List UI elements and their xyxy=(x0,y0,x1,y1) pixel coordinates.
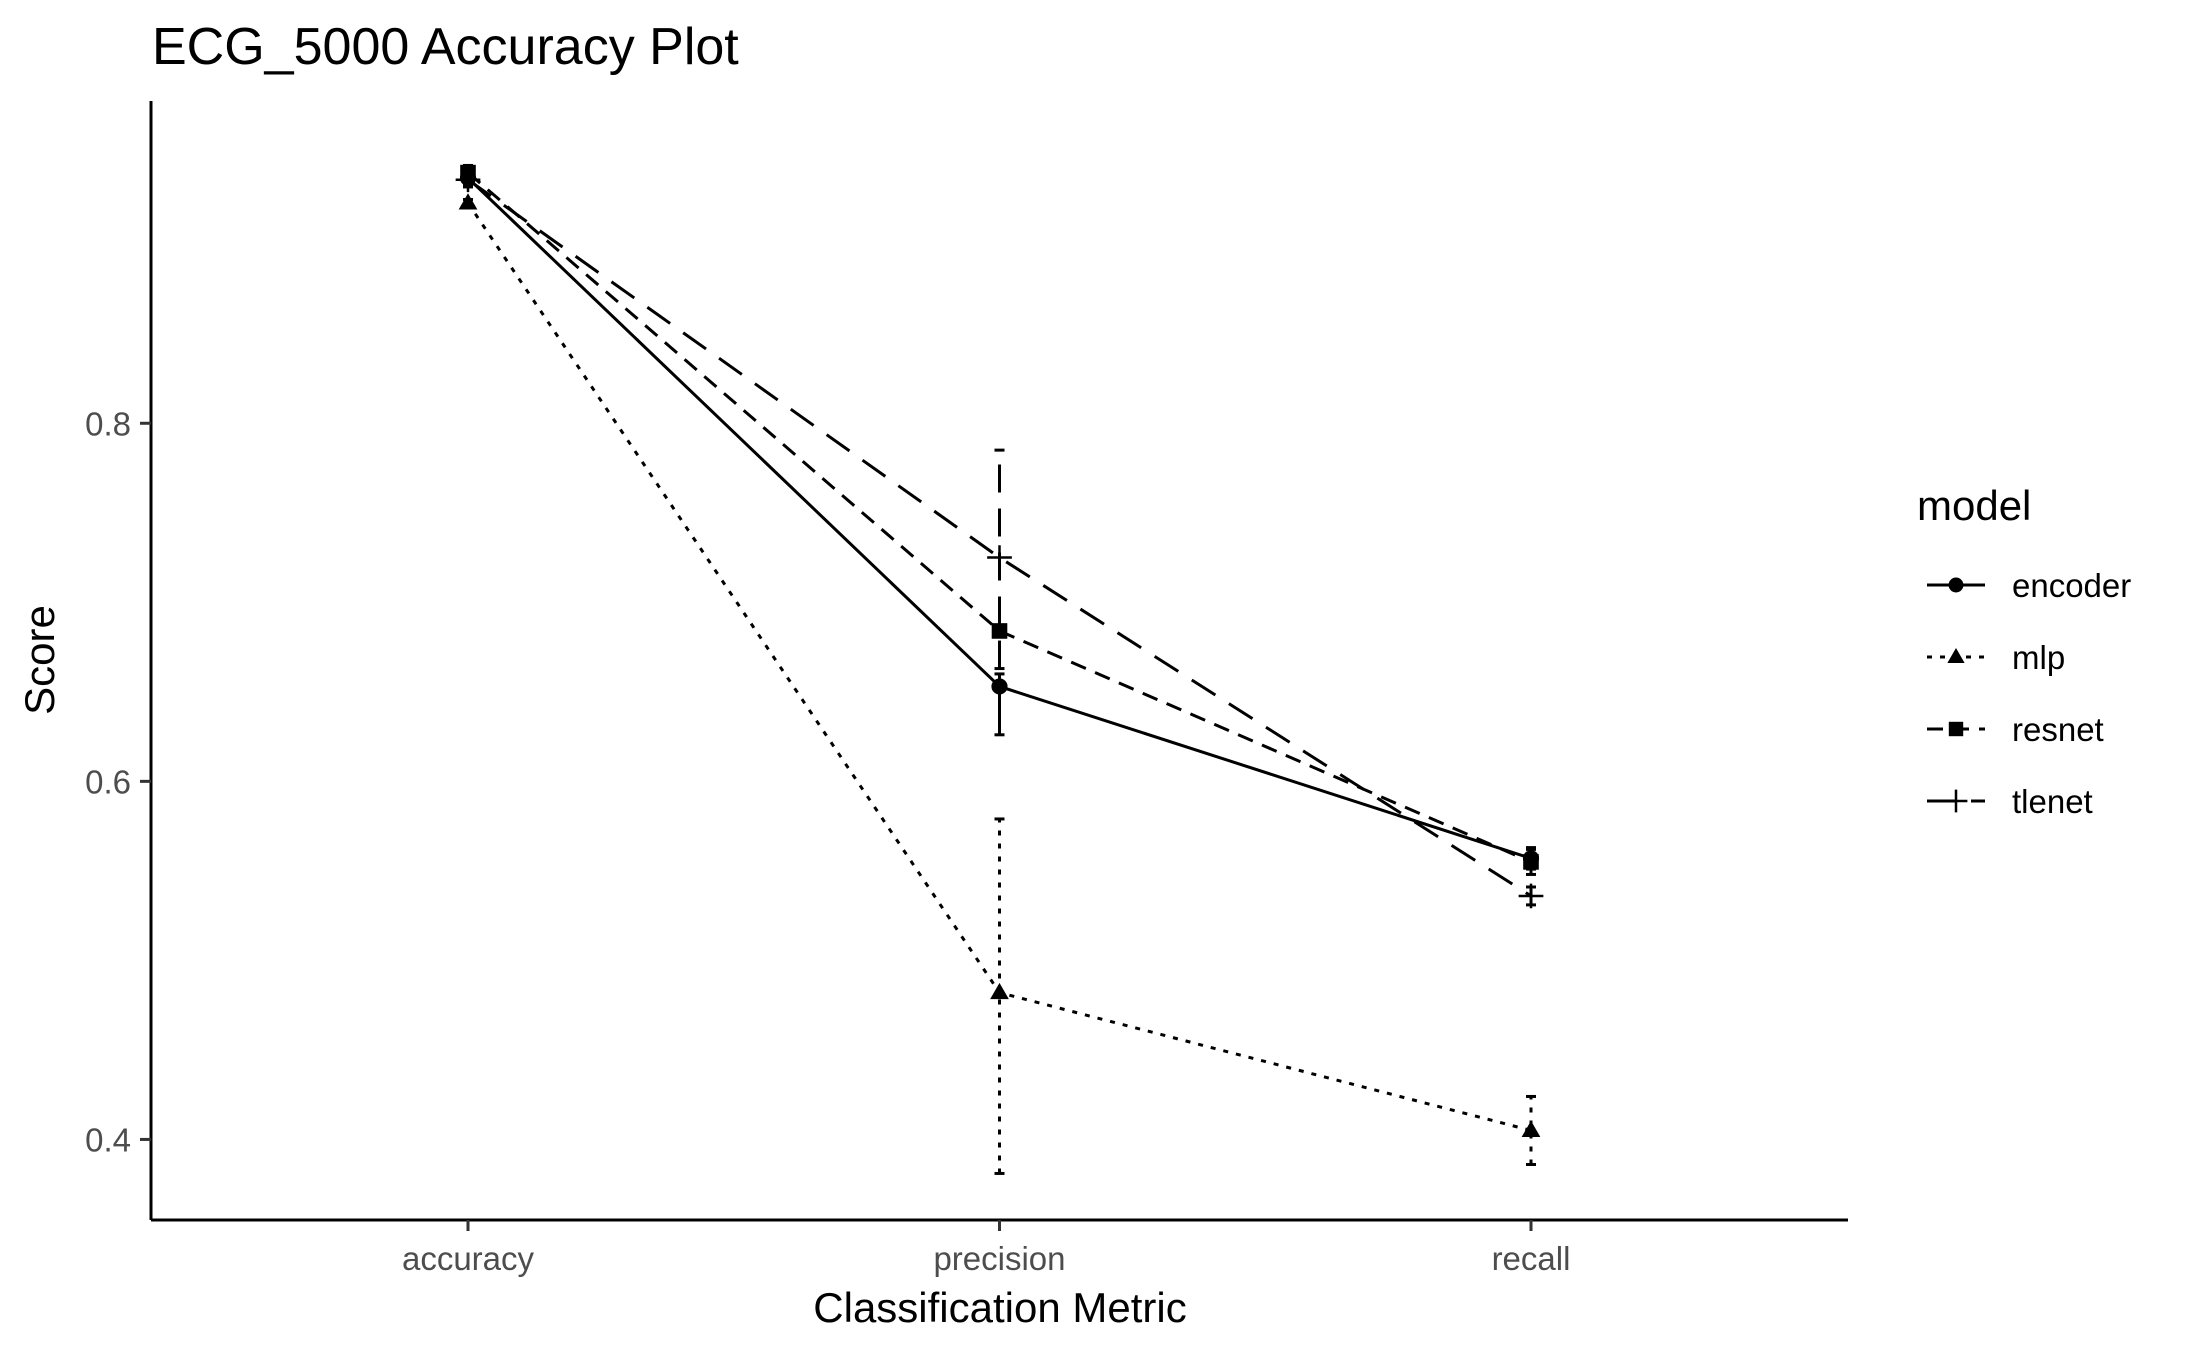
x-axis-title: Classification Metric xyxy=(813,1284,1186,1331)
legend-key-marker-resnet xyxy=(1948,721,1964,737)
point-mlp-accuracy xyxy=(458,193,478,210)
y-tick-label: 0.4 xyxy=(85,1121,131,1158)
plot-area xyxy=(455,163,1544,1175)
legend-key-marker-encoder xyxy=(1948,577,1964,593)
legend-title: model xyxy=(1917,482,2031,529)
legend-label-resnet: resnet xyxy=(2012,711,2104,748)
point-resnet-recall xyxy=(1523,854,1539,870)
legend-item-mlp: mlp xyxy=(1927,639,2065,676)
point-tlenet-accuracy xyxy=(455,167,481,193)
y-axis-title: Score xyxy=(16,605,63,715)
series-tlenet xyxy=(455,167,1544,909)
x-tick-label-recall: recall xyxy=(1492,1240,1571,1277)
point-mlp-precision xyxy=(990,982,1009,1000)
chart-title: ECG_5000 Accuracy Plot xyxy=(152,18,739,76)
point-encoder-precision xyxy=(991,678,1008,695)
x-tick-label-accuracy: accuracy xyxy=(402,1240,535,1277)
tlenet-error-bars xyxy=(463,171,1536,907)
legend-key-marker-tlenet xyxy=(1944,789,1968,813)
point-resnet-precision xyxy=(991,623,1008,639)
point-tlenet-recall xyxy=(1518,883,1544,909)
point-tlenet-precision xyxy=(987,545,1012,570)
x-axis-ticks: accuracy precision recall xyxy=(402,1220,1570,1277)
legend-item-tlenet: tlenet xyxy=(1927,783,2093,820)
legend-item-resnet: resnet xyxy=(1927,711,2104,748)
legend-label-encoder: encoder xyxy=(2012,567,2131,604)
series-mlp xyxy=(458,193,1541,1137)
x-tick-label-precision: precision xyxy=(933,1240,1065,1277)
y-axis-ticks: 0.4 0.6 0.8 xyxy=(85,405,151,1158)
legend-label-mlp: mlp xyxy=(2012,639,2065,676)
point-mlp-recall xyxy=(1521,1120,1541,1137)
legend-label-tlenet: tlenet xyxy=(2012,783,2093,820)
y-tick-label: 0.8 xyxy=(85,405,131,442)
y-tick-label: 0.6 xyxy=(85,763,131,800)
series-line-tlenet xyxy=(467,178,1532,898)
legend-item-encoder: encoder xyxy=(1927,567,2131,604)
legend: model encoder mlp resnet tlenet xyxy=(1917,482,2131,820)
legend-key-marker-mlp xyxy=(1947,648,1965,663)
